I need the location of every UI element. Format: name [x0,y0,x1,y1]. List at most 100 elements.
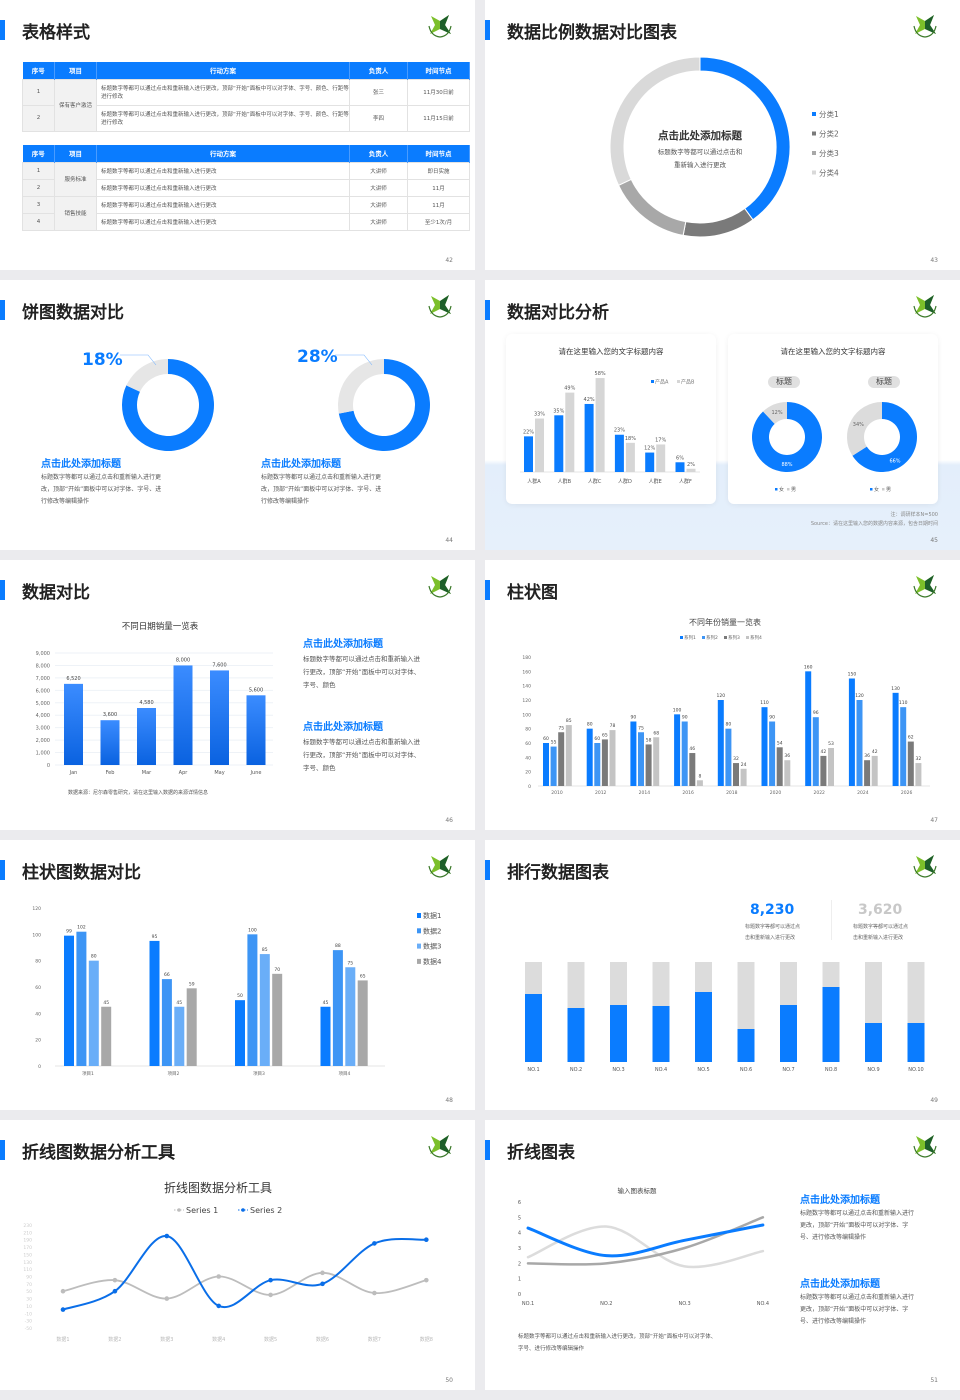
stat-value: 3,620 [858,902,903,918]
title-accent-bar [0,580,5,600]
page-number: 50 [445,1377,453,1384]
text-line: 字号、颜色 [303,681,336,689]
col-header: 行动方案 [96,62,350,79]
cell-owner: 大讲师 [349,178,408,197]
slide-50[interactable]: 折线图数据分析工具 50 [0,1120,475,1390]
bottom-text: 标题数字等都可以通过点击和重新输入进行更改，顶部“开始”面板中可以对字体、 字号、… [518,1331,716,1355]
logo-icon [428,15,452,38]
title-accent-bar [485,300,490,320]
cell-plan: 标题数字等都可以通过点击和重新输入进行更改 [96,212,350,231]
slide-43[interactable]: 数据比例数据对比图表 点击此处添加标题 标题数字等都可以通过点击和 重新输入进行更… [485,0,960,270]
cell-plan: 标题数字等都可以通过点击和重新输入进行更改 [96,178,350,197]
page-number: 49 [930,1097,938,1104]
cell-time: 11月30日前 [407,78,470,106]
slide-title: 柱状图数据对比 [22,863,141,883]
text-line: 标题数字等都可以通过点击和重新输入进 [303,655,420,663]
slide-45[interactable]: 数据对比分析 请在这里输入您的文字标题内容 请在这里输入您的文字标题内容 标题 … [485,280,960,550]
logo-icon [428,855,452,878]
table-row: 4 标题数字等都可以通过点击和重新输入进行更改 大讲师 至少1次/月 [22,212,470,231]
cell-time: 至少1次/月 [407,212,470,231]
source-note: 数据来源：尼尔森零售研究，请在这里输入数据的来源详情信息 [68,790,209,796]
text-line: 行更改，顶部“开始”面板中可以对字体、 [303,751,421,759]
page-number: 45 [930,537,938,544]
table-row: 2 标题数字等都可以通过点击和重新输入进行更改，顶部“开始”面板中可以对字体、字号… [22,104,470,132]
item-text: 标题数字等都可以通过点击和重新输入进行更 改，顶部“开始”面板中可以对字体、字号、… [41,472,161,508]
cell-no: 2 [22,104,55,132]
cell-no: 1 [22,78,55,106]
slide-44[interactable]: 饼图数据对比 18% 28% 点击此处添加标题 标题数字等都可以通过点击和重新输… [0,280,475,550]
cell-owner: 大讲师 [349,161,408,180]
text-line: 标题数字等都可以通过点击和 [657,148,743,156]
title-accent-bar [485,860,490,880]
cell-item: 保有客户激活 [54,78,97,132]
title-accent-bar [485,20,490,40]
title-accent-bar [0,1140,5,1160]
cell-time: 即日实施 [407,161,470,180]
logo-icon [913,1135,937,1158]
text-line: 号、进行修改等编辑操作 [800,1234,867,1241]
block-heading: 点击此处添加标题 [800,1195,880,1206]
text-line: 标题数字等都可以通过点击和重新输入进行 [800,1210,915,1217]
col-header: 时间节点 [407,145,470,162]
stat-text: 标题数字等都可以通过点 击和重新输入进行更改 [745,922,800,944]
slide-51[interactable]: 折线图表 标题数字等都可以通过点击和重新输入进行更改，顶部“开始”面板中可以对字… [485,1120,960,1390]
slide-49[interactable]: 排行数据图表 8,230 标题数字等都可以通过点 击和重新输入进行更改 3,620… [485,840,960,1110]
logo-icon [428,575,452,598]
cell-time: 11月 [407,178,470,197]
title-accent-bar [0,300,5,320]
text-line: 标题数字等都可以通过点击和重新输入进行更 [261,474,382,481]
text-line: 标题数字等都可以通过点击和重新输入进行 [800,1294,915,1301]
col-header: 序号 [22,62,55,79]
slide-title: 饼图数据对比 [22,303,124,323]
cell-item: 销售技能 [54,195,97,231]
cell-owner: 大讲师 [349,212,408,231]
cell-item: 服务标准 [54,161,97,197]
card-title: 请在这里输入您的文字标题内容 [780,347,886,356]
page-number: 47 [930,817,938,824]
text-line: 行修改等编辑操作 [41,498,90,505]
cell-plan: 标题数字等都可以通过点击和重新输入进行更改，顶部“开始”面板中可以对字体、字号、… [96,104,350,132]
cell-owner: 大讲师 [349,195,408,214]
text-line: 行更改，顶部“开始”面板中可以对字体、 [303,668,421,676]
stat-text: 标题数字等都可以通过点 击和重新输入进行更改 [853,922,908,944]
page-number: 44 [445,537,453,544]
text-line: 击和重新输入进行更改 [745,935,796,941]
item-heading: 点击此处添加标题 [41,459,121,470]
text-line: 改，顶部“开始”面板中可以对字体、字号、进 [41,486,162,493]
col-header: 行动方案 [96,145,350,162]
page-number: 51 [930,1377,938,1384]
cell-plan: 标题数字等都可以通过点击和重新输入进行更改 [96,195,350,214]
text-line: 字号、颜色 [303,764,336,772]
logo-icon [913,855,937,878]
slide-42[interactable]: 表格样式 序号 项目 行动方案 负责人 时间节点 1 保有客户激活 标题数字等都可以通过点击… [0,0,475,270]
table-row: 2 标题数字等都可以通过点击和重新输入进行更改 大讲师 11月 [22,178,470,197]
logo-icon [913,575,937,598]
slide-48[interactable]: 柱状图数据对比 48 [0,840,475,1110]
col-header: 项目 [54,62,97,79]
cell-owner: 李四 [349,104,408,132]
logo-icon [428,1135,452,1158]
block-heading: 点击此处添加标题 [800,1279,880,1290]
slide-title: 排行数据图表 [507,863,609,883]
slide-46[interactable]: 数据对比 数据来源：尼尔森零售研究，请在这里输入数据的来源详情信息 点击此处添加… [0,560,475,830]
slide-47[interactable]: 柱状图 47 [485,560,960,830]
donut-chart-card: 请在这里输入您的文字标题内容 [728,334,938,504]
title-accent-bar [0,860,5,880]
donut-tag: 标题 [868,376,900,388]
table-row: 1 服务标准 标题数字等都可以通过点击和重新输入进行更改 大讲师 即日实施 [22,161,470,197]
col-header: 时间节点 [407,62,470,79]
block-heading: 点击此处添加标题 [303,722,383,733]
slide-title: 表格样式 [22,23,90,43]
item-heading: 点击此处添加标题 [261,459,341,470]
cell-time: 11月 [407,195,470,214]
slide-title: 数据对比分析 [507,303,609,323]
text-line: 更改，顶部“开始”面板中可以对字体、字 [800,1306,909,1313]
col-header: 项目 [54,145,97,162]
donut-center-title: 点击此处添加标题 [658,130,742,142]
action-table-2: 序号 项目 行动方案 负责人 时间节点 1 服务标准 标题数字等都可以通过点击和重新输入进行… [22,145,470,231]
cell-no: 1 [22,161,55,180]
slide-title: 柱状图 [507,583,558,603]
text-line: 字号、进行修改等编辑操作 [518,1346,585,1352]
logo-icon [428,295,452,318]
cell-no: 3 [22,195,55,214]
